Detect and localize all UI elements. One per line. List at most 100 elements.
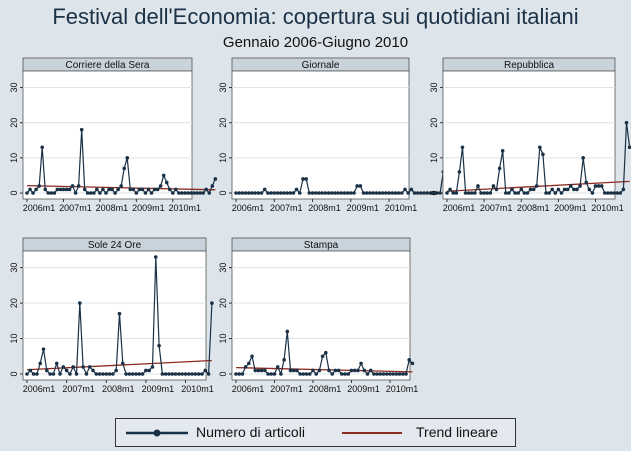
x-tick-label: 2010m1 <box>385 203 418 213</box>
data-point <box>195 191 199 195</box>
data-point <box>101 372 105 376</box>
data-point <box>207 191 212 195</box>
data-point <box>240 372 245 376</box>
data-point <box>624 120 629 125</box>
data-point <box>587 187 592 192</box>
data-point <box>320 191 324 195</box>
data-point <box>317 191 321 195</box>
data-point <box>180 372 184 376</box>
data-point <box>390 191 395 195</box>
data-point <box>612 191 616 195</box>
data-point <box>422 191 426 195</box>
x-tick-label: 2009m1 <box>347 384 380 394</box>
data-point <box>190 372 194 376</box>
data-point <box>361 191 366 195</box>
data-point <box>180 191 184 195</box>
data-point <box>186 372 191 376</box>
data-point <box>466 191 471 195</box>
data-point <box>291 368 296 373</box>
data-point <box>25 372 29 376</box>
data-point <box>394 372 399 376</box>
data-point <box>269 191 273 195</box>
data-point <box>210 184 215 188</box>
data-point <box>114 368 118 373</box>
x-tick-label: 2006m1 <box>23 203 56 213</box>
data-point <box>104 372 109 376</box>
data-point <box>627 145 631 150</box>
y-tick-label: 30 <box>429 83 439 93</box>
data-point <box>378 372 383 376</box>
data-point <box>186 191 190 195</box>
data-point <box>343 372 347 376</box>
x-tick-label: 2010m1 <box>386 384 419 394</box>
data-point <box>448 187 452 192</box>
data-point <box>282 191 286 195</box>
data-point <box>31 372 36 376</box>
data-point <box>78 301 82 305</box>
x-tick-label: 2008m1 <box>517 203 550 213</box>
data-point <box>603 191 607 195</box>
data-point <box>397 372 402 376</box>
data-point <box>304 177 308 181</box>
data-point <box>107 372 112 376</box>
data-point <box>61 187 66 192</box>
data-point <box>482 191 486 195</box>
data-point <box>247 361 251 366</box>
data-point <box>174 187 178 192</box>
data-point <box>291 191 296 195</box>
data-point <box>581 156 585 160</box>
data-point <box>538 145 542 150</box>
data-point <box>428 191 433 195</box>
data-point <box>393 191 398 195</box>
data-point <box>473 191 477 195</box>
data-point <box>234 191 238 195</box>
data-point <box>149 191 154 195</box>
data-point <box>568 184 573 188</box>
data-point <box>81 365 85 369</box>
data-point <box>158 184 163 188</box>
data-point <box>541 152 545 157</box>
data-point <box>234 372 238 376</box>
data-point <box>237 191 241 195</box>
data-point <box>155 187 160 192</box>
data-point <box>323 191 328 195</box>
data-point <box>618 191 623 195</box>
data-point <box>301 177 305 181</box>
data-point <box>213 177 218 181</box>
data-point <box>173 372 178 376</box>
data-point <box>140 372 145 376</box>
data-point <box>131 187 136 192</box>
data-point <box>609 191 613 195</box>
data-point <box>451 191 455 195</box>
data-point <box>400 191 404 195</box>
y-tick-label: 0 <box>429 190 439 195</box>
x-tick-label: 2006m1 <box>232 384 265 394</box>
y-tick-label: 20 <box>429 118 439 128</box>
x-tick-label: 2007m1 <box>62 384 95 394</box>
data-point <box>590 191 595 195</box>
data-point <box>359 361 363 366</box>
data-point <box>435 191 439 195</box>
data-point <box>391 372 395 376</box>
data-point <box>336 368 341 373</box>
data-point <box>562 187 567 192</box>
x-tick-label: 2008m1 <box>308 203 341 213</box>
data-point <box>285 191 289 195</box>
data-point <box>237 372 242 376</box>
data-point <box>330 372 335 376</box>
data-point <box>256 191 261 195</box>
data-point <box>310 191 315 195</box>
legend-trend-label: Trend lineare <box>416 424 498 440</box>
data-point <box>201 191 205 195</box>
data-point <box>606 191 610 195</box>
data-point <box>49 191 54 195</box>
y-tick-label: 10 <box>9 334 19 344</box>
data-point <box>403 187 407 192</box>
data-point <box>307 372 312 376</box>
data-point <box>463 191 468 195</box>
y-tick-label: 10 <box>218 153 228 163</box>
x-tick-label: 2009m1 <box>347 203 380 213</box>
data-point <box>476 184 480 188</box>
y-tick-label: 0 <box>9 190 19 195</box>
